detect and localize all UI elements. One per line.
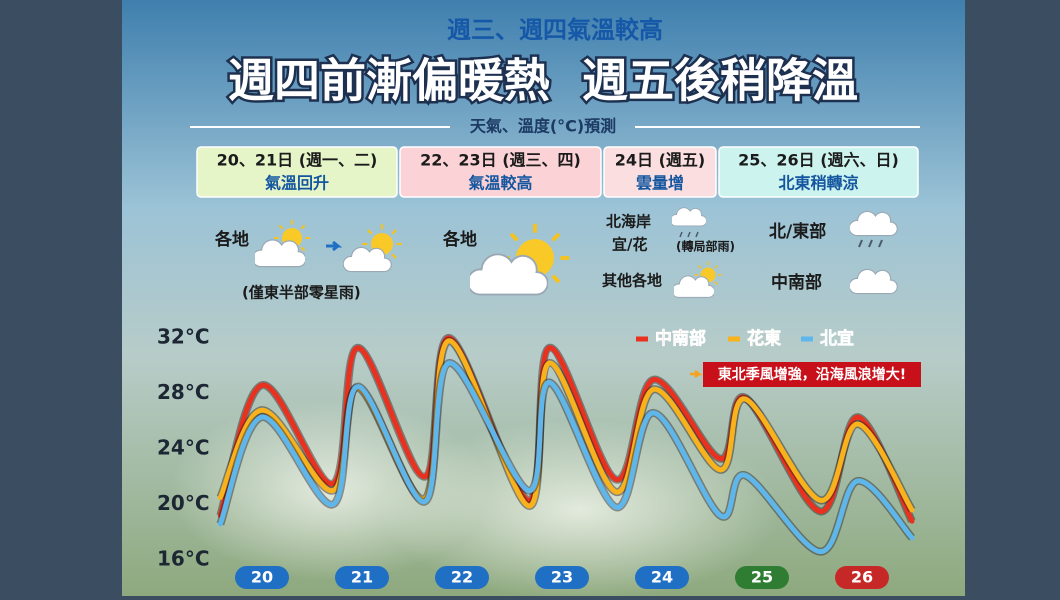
x-tick-label: 25 [751,568,773,587]
panels: 20、21日 (週一、二) 氣溫回升 22、23日 (週三、四) 氣溫較高 24日 (週… [196,146,919,198]
day-pill [335,566,389,589]
annotation-box [703,362,921,387]
panel [603,146,717,198]
place: 其他各地 [602,272,662,290]
panel [399,146,602,198]
annotation-arrow [690,370,703,378]
x-tick-label: 23 [551,568,573,587]
day-pill [635,566,689,589]
x-tick-label: 26 [851,568,873,587]
y-tick-label: 16°C [157,547,210,571]
flower [380,420,780,600]
weather: 各地 (僅東半部零星雨) 各地 北海岸 宜/花 (轉局部雨) 其他各地 北/東部… [214,207,898,302]
y-tick-label: 24°C [157,436,210,460]
panel [718,146,919,198]
place: 各地 [442,229,477,250]
panel-date: 22、23日 (週三、四) [420,151,581,170]
annotation: 東北季風增強，沿海風浪增大! [718,366,906,383]
panel-date: 24日 (週五) [615,151,705,170]
note: (轉局部雨) [676,239,735,254]
panel-summary: 雲量增 [636,174,684,193]
day-pill [535,566,589,589]
place: 中南部 [771,272,822,293]
legend-label: 北宜 [820,328,854,349]
place: 北海岸 [606,213,651,231]
title: 週四前漸偏暖熱 週五後稍降溫 [228,54,858,108]
legend-label: 花東 [747,328,781,349]
x-tick-label: 22 [451,568,473,587]
place: 北/東部 [769,221,826,242]
panel-date: 25、26日 (週六、日) [738,151,899,170]
place: 宜/花 [612,236,647,254]
day-pill [435,566,489,589]
x-tick-label: 20 [251,568,273,587]
x-tick-label: 21 [351,568,373,587]
legend-label: 中南部 [655,328,706,349]
place: 各地 [214,229,249,250]
section-label: 天氣、溫度(°C)預測 [470,117,616,136]
panel [196,146,398,198]
panel-summary: 氣溫回升 [265,174,329,193]
day-pill [735,566,789,589]
day-pill [835,566,889,589]
day-pill [235,566,289,589]
subtitle: 週三、週四氣溫較高 [447,16,663,44]
y-tick-label: 20°C [157,491,210,515]
y-tick-label: 32°C [157,325,210,349]
line [217,360,915,555]
x-tick-label: 24 [651,568,673,587]
chart: 32°C 28°C 24°C 20°C 16°C 20 21 22 23 24 25 26 中南部 花東 北… [157,325,921,589]
panel-date: 20、21日 (週一、二) [217,151,378,170]
panel-summary: 北東稍轉涼 [778,174,858,193]
note: (僅東半部零星雨) [242,284,361,302]
panel-summary: 氣溫較高 [468,174,532,193]
y-tick-label: 28°C [157,380,210,404]
